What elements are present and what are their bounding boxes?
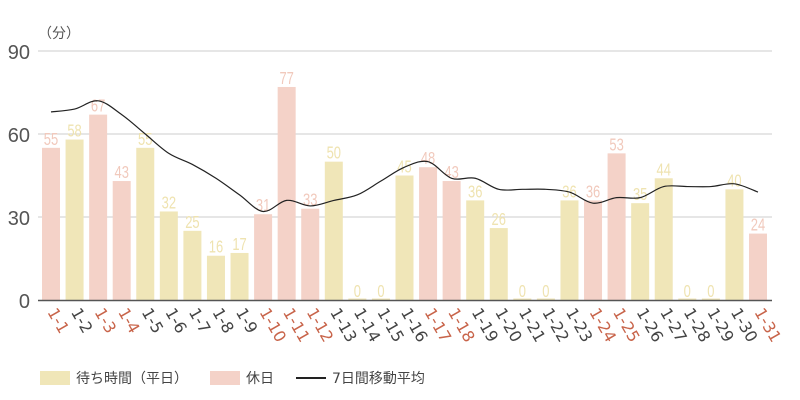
y-tick-label: 30 — [8, 208, 30, 230]
bar-value-label: 55 — [44, 130, 59, 150]
bar-1-8 — [206, 255, 225, 300]
legend-item-weekday: 待ち時間（平日） — [40, 368, 188, 388]
bar-value-label: 24 — [751, 216, 766, 236]
bar-value-label: 77 — [279, 69, 293, 89]
bar-value-label: 44 — [657, 160, 672, 180]
bar-value-label: 67 — [91, 97, 105, 117]
x-axis-tick-labels: 1-11-21-31-41-51-61-71-81-91-101-111-121… — [44, 305, 786, 346]
x-tick-label: 1-5 — [138, 305, 168, 337]
x-tick-label: 1-7 — [185, 305, 215, 337]
bar-1-28 — [678, 298, 697, 300]
bar-value-label: 55 — [138, 130, 153, 150]
bar-1-23 — [560, 200, 579, 300]
bar-1-13 — [324, 161, 343, 300]
legend-label-moving-average: 7日間移動平均 — [332, 371, 425, 387]
y-tick-label: 0 — [19, 291, 30, 313]
bar-1-1 — [42, 147, 60, 300]
bar-value-label: 0 — [684, 282, 691, 302]
bar-value-label: 36 — [586, 182, 601, 202]
x-tick-label: 1-8 — [209, 305, 239, 337]
bar-1-29 — [701, 298, 720, 300]
bar-value-label: 48 — [421, 149, 436, 169]
bar-1-15 — [371, 298, 390, 300]
bar-1-14 — [348, 298, 367, 300]
legend-label-weekday: 待ち時間（平日） — [76, 371, 188, 387]
y-tick-label: 60 — [8, 125, 30, 147]
bar-value-label: 53 — [609, 135, 624, 155]
x-tick-label: 1-9 — [232, 305, 262, 337]
bar-1-20 — [489, 228, 508, 300]
bar-value-label: 43 — [444, 163, 459, 183]
y-axis-unit-label: （分） — [38, 26, 80, 42]
legend-item-holiday: 休日 — [210, 368, 274, 388]
bar-1-24 — [584, 200, 603, 300]
bar-1-3 — [89, 114, 108, 300]
bar-1-2 — [65, 139, 84, 300]
bar-value-label: 31 — [256, 196, 270, 216]
holiday-swatch — [210, 371, 240, 385]
y-tick-label: 90 — [8, 42, 30, 64]
x-tick-label: 1-4 — [114, 305, 144, 337]
bar-value-label: 26 — [492, 210, 507, 230]
bar-value-label: 36 — [468, 182, 483, 202]
y-axis-ticks: 0 30 60 90 — [8, 42, 30, 313]
x-tick-label: 1-3 — [91, 305, 121, 337]
legend-label-holiday: 休日 — [246, 371, 274, 387]
x-tick-label: 1-6 — [161, 305, 191, 337]
bar-value-label: 0 — [519, 282, 526, 302]
bar-value-label: 17 — [232, 235, 246, 255]
bar-value-label: 0 — [377, 282, 384, 302]
bar-1-12 — [301, 208, 320, 300]
x-tick-label: 1-2 — [67, 305, 97, 337]
bar-1-7 — [183, 230, 202, 300]
bar-1-4 — [112, 181, 131, 300]
bar-value-label: 16 — [209, 238, 224, 258]
bar-1-27 — [654, 178, 673, 300]
moving-average-line — [50, 100, 759, 213]
bar-value-label: 40 — [727, 171, 742, 191]
bars — [42, 86, 767, 300]
bar-1-26 — [631, 203, 650, 300]
bar-1-30 — [725, 189, 744, 300]
bar-1-6 — [159, 211, 178, 300]
bar-1-19 — [466, 200, 485, 300]
bar-1-21 — [513, 298, 532, 300]
bar-1-16 — [395, 175, 414, 300]
bar-value-label: 25 — [185, 213, 200, 233]
bar-value-label: 0 — [707, 282, 714, 302]
bar-value-label: 0 — [542, 282, 549, 302]
bar-value-label: 0 — [354, 282, 361, 302]
bar-1-5 — [136, 147, 155, 300]
bar-value-label: 32 — [162, 194, 176, 214]
bar-value-label: 50 — [327, 144, 342, 164]
legend: 待ち時間（平日） 休日 7日間移動平均 — [40, 368, 447, 388]
bar-1-11 — [277, 86, 296, 300]
bar-1-25 — [607, 153, 626, 300]
bar-value-label: 33 — [303, 191, 318, 211]
bar-1-22 — [536, 298, 555, 300]
bar-1-9 — [230, 252, 249, 300]
line-swatch — [296, 377, 326, 379]
bar-1-31 — [749, 233, 767, 300]
bar-value-label: 35 — [633, 185, 648, 205]
x-tick-label: 1-1 — [44, 305, 74, 337]
weekday-swatch — [40, 371, 70, 385]
bar-1-17 — [419, 167, 438, 300]
bar-1-18 — [442, 181, 461, 300]
bar-1-10 — [254, 214, 273, 300]
bar-value-label: 58 — [67, 122, 82, 142]
legend-item-moving-average: 7日間移動平均 — [296, 368, 425, 388]
bar-value-label: 43 — [114, 163, 129, 183]
